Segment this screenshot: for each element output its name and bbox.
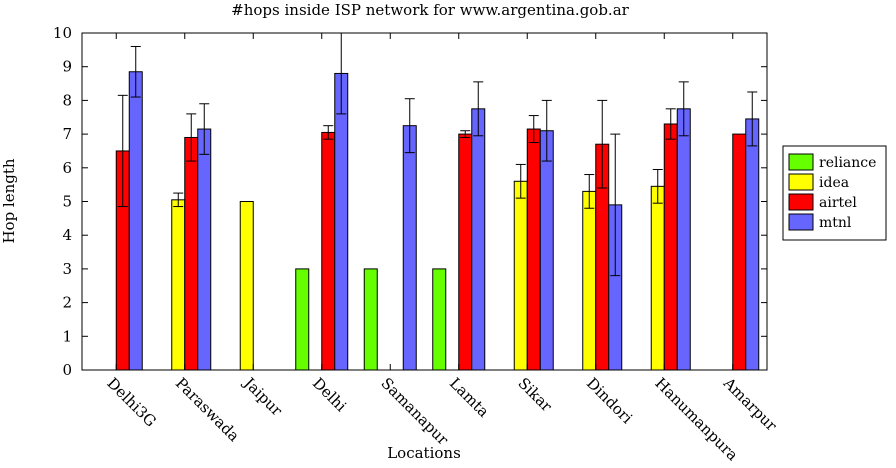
bar-reliance-samanapur [363, 268, 378, 371]
y-tick-label: 7 [62, 125, 72, 143]
bar-airtel-sikar [526, 128, 541, 371]
bar-idea-dindori [582, 190, 597, 371]
bar-mtnl-paraswada [197, 128, 212, 371]
y-tick-label: 1 [62, 327, 72, 345]
y-tick-label: 6 [62, 159, 72, 177]
chart-title: #hops inside ISP network for www.argenti… [231, 1, 629, 19]
legend-label-reliance: reliance [819, 155, 876, 171]
legend-swatch-idea [788, 173, 814, 191]
y-tick-label: 10 [53, 24, 72, 42]
bar-mtnl-lamta [471, 108, 486, 371]
legend-swatch-airtel [788, 193, 814, 211]
x-tick-label: Samanapur [377, 374, 452, 449]
bar-reliance-lamta [432, 268, 447, 371]
legend-label-airtel: airtel [819, 195, 857, 211]
bar-mtnl-samanapur [402, 125, 417, 371]
bar-idea-hanumanpura [650, 185, 665, 371]
y-tick-label: 3 [62, 260, 72, 278]
y-tick-label: 4 [62, 226, 72, 244]
bar-layer [115, 32, 760, 371]
bar-airtel-hanumanpura [663, 123, 678, 371]
bar-mtnl-amarpur [745, 118, 760, 371]
x-tick-label: Delhi [309, 374, 350, 415]
bar-mtnl-delhi3g [128, 71, 143, 371]
x-tick-label: Lamta [446, 374, 493, 421]
x-axis-label: Locations [387, 444, 461, 462]
x-tick-label: Paraswada [172, 374, 243, 445]
x-tick-label: Dindori [583, 374, 636, 427]
bar-mtnl-sikar [539, 130, 554, 371]
y-tick-label: 2 [62, 294, 72, 312]
bar-airtel-amarpur [732, 133, 747, 371]
bar-airtel-lamta [458, 133, 473, 371]
legend-label-idea: idea [819, 175, 849, 191]
legend-label-mtnl: mtnl [819, 215, 852, 231]
y-tick-label: 5 [62, 193, 72, 211]
x-tick-label: Amarpur [719, 373, 781, 435]
y-tick-label: 8 [62, 91, 72, 109]
x-tick-label: Jaipur [239, 373, 286, 420]
bar-idea-sikar [513, 180, 528, 371]
bar-airtel-paraswada [184, 136, 199, 371]
legend: reliance idea airtel mtnl [782, 145, 887, 241]
legend-swatch-reliance [788, 153, 814, 171]
bar-idea-jaipur [239, 201, 254, 371]
bar-airtel-delhi [321, 131, 336, 371]
y-tick-label: 0 [62, 361, 72, 379]
y-tick-label: 9 [62, 58, 72, 76]
bar-mtnl-hanumanpura [676, 108, 691, 371]
bar-reliance-delhi [295, 268, 310, 371]
x-tick-label: Sikar [514, 374, 556, 416]
bar-idea-paraswada [171, 199, 186, 371]
y-axis-label: Hop length [0, 158, 18, 243]
bar-mtnl-delhi [334, 72, 349, 371]
legend-swatch-mtnl [788, 213, 814, 231]
x-tick-label: Delhi3G [103, 374, 159, 430]
